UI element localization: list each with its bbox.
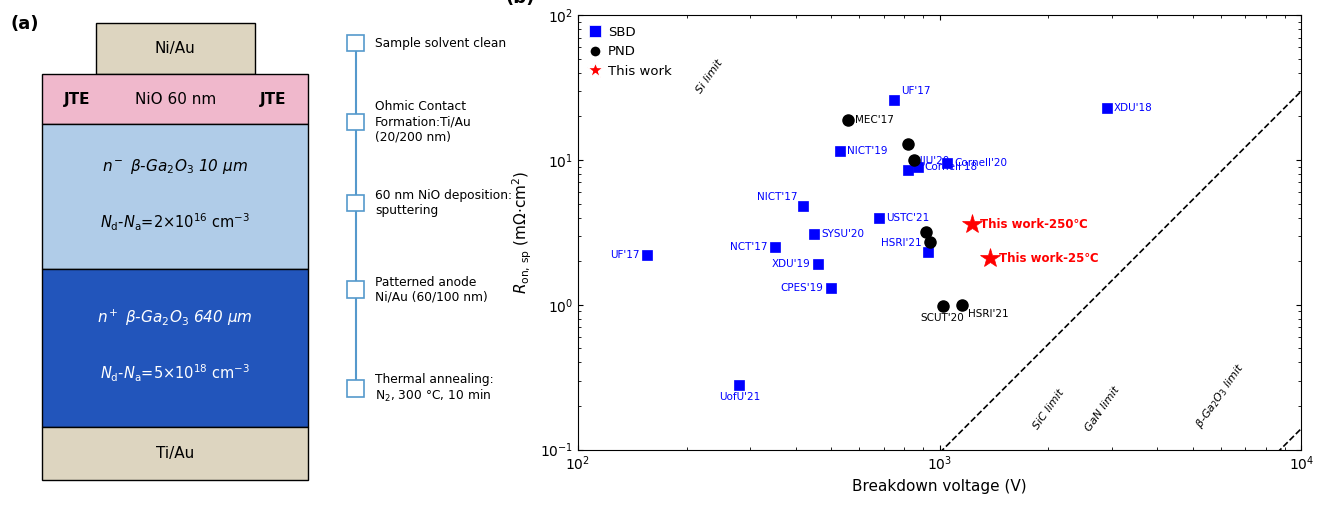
- Text: MEC'17: MEC'17: [855, 115, 894, 124]
- Text: HSRI'21: HSRI'21: [968, 309, 1009, 319]
- Text: Cornell'20: Cornell'20: [955, 158, 1007, 168]
- Bar: [42, 124, 308, 269]
- Text: NiO 60 nm: NiO 60 nm: [134, 91, 216, 107]
- Text: Sample solvent clean: Sample solvent clean: [374, 37, 506, 50]
- Text: UF'17: UF'17: [902, 86, 931, 96]
- Text: (b): (b): [505, 0, 535, 7]
- Text: n$^-$ $\beta$-Ga$_2$O$_3$ 10 $\mu$m: n$^-$ $\beta$-Ga$_2$O$_3$ 10 $\mu$m: [102, 157, 248, 176]
- Text: Cornell'18: Cornell'18: [924, 162, 977, 172]
- Bar: [348, 380, 364, 397]
- Text: XDU'19: XDU'19: [772, 260, 810, 269]
- Legend: SBD, PND, This work: SBD, PND, This work: [584, 22, 676, 82]
- Text: SiC limit: SiC limit: [1032, 387, 1066, 431]
- X-axis label: Breakdown voltage (V): Breakdown voltage (V): [853, 479, 1027, 494]
- Text: UF'17: UF'17: [610, 250, 640, 260]
- Bar: [348, 114, 364, 130]
- Text: n$^+$ $\beta$-Ga$_2$O$_3$ 640 $\mu$m: n$^+$ $\beta$-Ga$_2$O$_3$ 640 $\mu$m: [97, 307, 254, 328]
- Y-axis label: $R_{\mathrm{on,\,sp}}$ (m$\Omega$$\cdot$cm$^2$): $R_{\mathrm{on,\,sp}}$ (m$\Omega$$\cdot$…: [511, 171, 534, 294]
- Text: NJU'20: NJU'20: [915, 156, 950, 166]
- Text: JTE: JTE: [260, 91, 287, 107]
- Text: Thermal annealing:
N$_2$, 300 °C, 10 min: Thermal annealing: N$_2$, 300 °C, 10 min: [374, 373, 494, 404]
- Text: NCT'17: NCT'17: [730, 242, 768, 252]
- Bar: [42, 269, 308, 427]
- Text: SCUT'20: SCUT'20: [920, 313, 964, 323]
- Text: $N_{\rm d}$-$N_{\rm a}$=2$\times$10$^{16}$ cm$^{-3}$: $N_{\rm d}$-$N_{\rm a}$=2$\times$10$^{16…: [100, 211, 251, 233]
- Text: Ni/Au: Ni/Au: [155, 41, 195, 56]
- Text: UofU'21: UofU'21: [718, 392, 760, 402]
- Text: Ohmic Contact
Formation:Ti/Au
(20/200 nm): Ohmic Contact Formation:Ti/Au (20/200 nm…: [374, 101, 471, 143]
- Text: 60 nm NiO deposition:
sputtering: 60 nm NiO deposition: sputtering: [374, 189, 513, 217]
- Text: This work-250℃: This work-250℃: [980, 218, 1088, 231]
- Bar: [348, 281, 364, 298]
- Text: XDU'18: XDU'18: [1114, 103, 1153, 113]
- Text: NICT'19: NICT'19: [847, 146, 887, 156]
- Text: Patterned anode
Ni/Au (60/100 nm): Patterned anode Ni/Au (60/100 nm): [374, 275, 487, 304]
- Text: Si limit: Si limit: [695, 58, 725, 96]
- Text: SYSU'20: SYSU'20: [821, 229, 865, 239]
- Text: Ti/Au: Ti/Au: [157, 446, 194, 461]
- Text: $N_{\rm d}$-$N_{\rm a}$=5$\times$10$^{18}$ cm$^{-3}$: $N_{\rm d}$-$N_{\rm a}$=5$\times$10$^{18…: [100, 363, 251, 384]
- Text: This work-25℃: This work-25℃: [999, 251, 1098, 265]
- Text: GaN limit: GaN limit: [1084, 385, 1122, 433]
- Bar: [42, 74, 308, 124]
- Text: JTE: JTE: [64, 91, 90, 107]
- Bar: [348, 35, 364, 51]
- Text: CPES'19: CPES'19: [781, 283, 823, 293]
- Text: HSRI'21: HSRI'21: [880, 238, 922, 248]
- Text: USTC'21: USTC'21: [886, 213, 930, 223]
- Text: (a): (a): [11, 15, 39, 33]
- Bar: [42, 427, 308, 480]
- Bar: [96, 23, 255, 74]
- Bar: [348, 195, 364, 211]
- Text: NICT'17: NICT'17: [757, 192, 798, 202]
- Text: $\beta$-Ga$_2$O$_3$ limit: $\beta$-Ga$_2$O$_3$ limit: [1193, 360, 1248, 431]
